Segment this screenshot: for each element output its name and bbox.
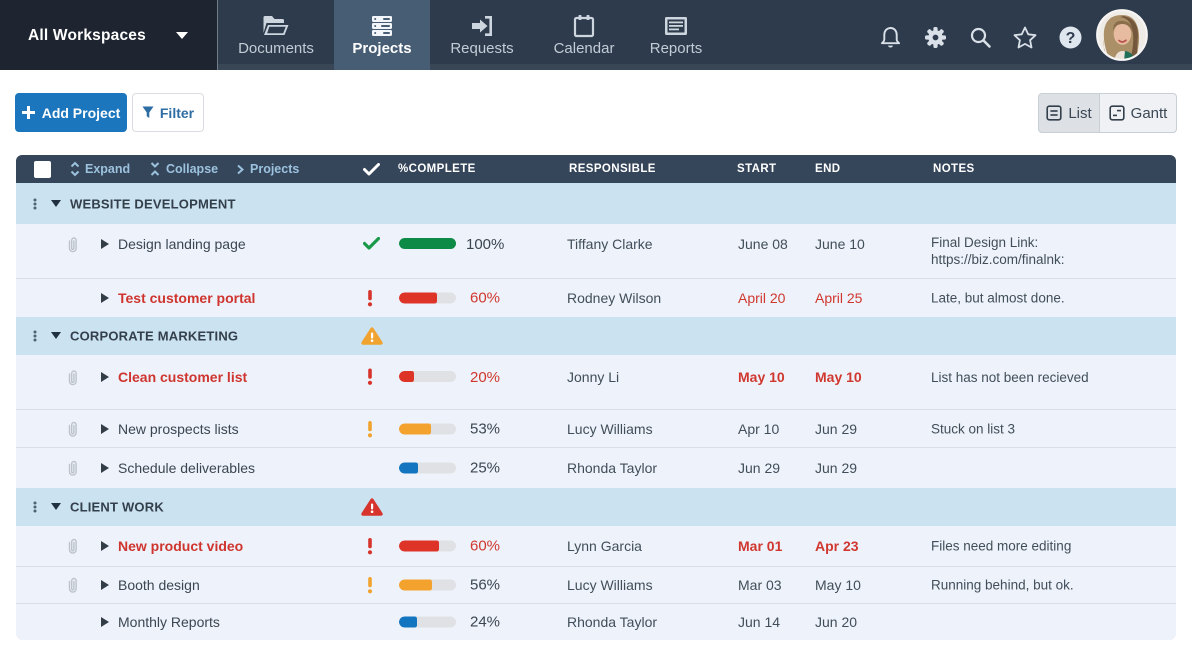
svg-text:?: ?	[1066, 30, 1076, 47]
